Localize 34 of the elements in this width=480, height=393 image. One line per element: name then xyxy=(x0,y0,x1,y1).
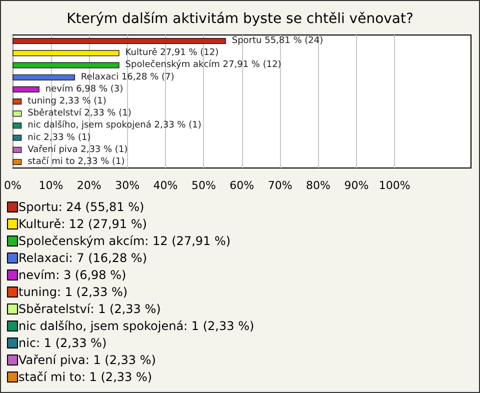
category-label: Sportu 55,81 % (24) xyxy=(232,36,324,46)
category-label: Společenským akcím 27,91 % (12) xyxy=(125,60,282,70)
legend-label: Relaxaci: 7 (16,28 %) xyxy=(18,251,147,265)
x-tick-label: 20% xyxy=(76,179,102,192)
legend-label: Kulturě: 12 (27,91 %) xyxy=(18,217,147,231)
legend-label: nevím: 3 (6,98 %) xyxy=(18,268,126,282)
x-tick-label: 100% xyxy=(378,179,410,192)
x-tick-label: 60% xyxy=(230,179,254,192)
x-tick-label: 50% xyxy=(191,179,216,192)
legend-label: nic: 1 (2,33 %) xyxy=(18,336,107,350)
x-tick-label: 90% xyxy=(344,179,369,192)
legend-label: nic dalšího, jsem spokojená: 1 (2,33 %) xyxy=(18,319,254,333)
category-label: nic dalšího, jsem spokojená 2,33 % (1) xyxy=(28,120,202,131)
category-label: Sběratelství 2,33 % (1) xyxy=(28,108,132,119)
category-label: nevím 6,98 % (3) xyxy=(45,84,124,94)
category-label: tuning 2,33 % (1) xyxy=(28,96,106,106)
legend-label: stačí mi to: 1 (2,33 %) xyxy=(18,370,152,384)
chart-title: Kterým dalším aktivitám byste se chtěli věnovat? xyxy=(66,11,414,27)
category-label: Relaxaci 16,28 % (7) xyxy=(80,72,174,82)
legend-label: Sběratelství: 1 (2,33 %) xyxy=(18,302,161,316)
category-label: stačí mi to 2,33 % (1) xyxy=(28,156,125,167)
category-label: Kulturě 27,91 % (12) xyxy=(125,48,219,58)
x-tick-label: 40% xyxy=(153,179,178,192)
legend-label: tuning: 1 (2,33 %) xyxy=(18,285,128,299)
x-tick-label: 80% xyxy=(306,179,330,192)
x-tick-label: 10% xyxy=(38,179,64,192)
legend-label: Sportu: 24 (55,81 %) xyxy=(18,200,144,214)
category-label: Vaření piva 2,33 % (1) xyxy=(28,144,128,155)
category-label: nic 2,33 % (1) xyxy=(28,132,91,143)
x-tick-label: 30% xyxy=(115,179,140,192)
x-tick-label: 70% xyxy=(268,179,292,192)
legend-label: Vaření piva: 1 (2,33 %) xyxy=(18,353,156,367)
x-tick-label: 0% xyxy=(4,179,22,192)
legend-label: Společenským akcím: 12 (27,91 %) xyxy=(18,234,231,248)
